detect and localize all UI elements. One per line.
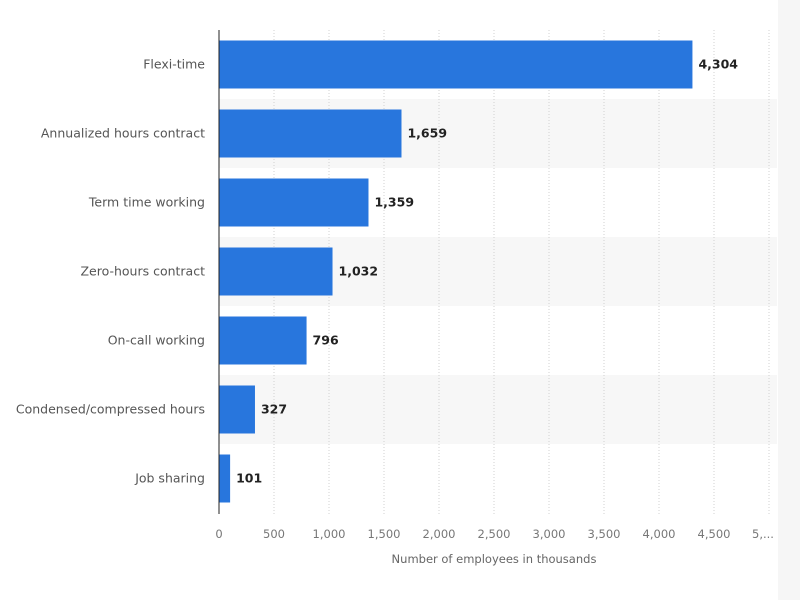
data-label: 1,659: [407, 126, 447, 141]
x-tick-label: 500: [263, 527, 285, 541]
bar[interactable]: [219, 109, 402, 158]
x-tick-label: 2,000: [423, 527, 456, 541]
category-label: Flexi-time: [143, 57, 205, 72]
x-tick-label: 1,000: [313, 527, 346, 541]
category-label: On-call working: [108, 333, 205, 348]
right-edge-shade: [778, 0, 800, 600]
x-tick-label: 5,...: [752, 527, 774, 541]
category-label: Term time working: [88, 195, 205, 210]
category-label: Condensed/compressed hours: [16, 402, 205, 417]
bar[interactable]: [219, 178, 369, 227]
bar[interactable]: [219, 316, 307, 365]
row-band: [219, 375, 777, 444]
x-tick-label: 3,500: [588, 527, 621, 541]
category-label: Zero-hours contract: [80, 264, 205, 279]
data-label: 327: [261, 402, 287, 417]
x-tick-label: 0: [215, 527, 222, 541]
x-tick-label: 4,000: [643, 527, 676, 541]
data-label: 4,304: [698, 57, 738, 72]
x-tick-label: 4,500: [698, 527, 731, 541]
x-tick-labels: 0 500 1,000 1,500 2,000 2,500 3,000 3,500 4,000 4…: [215, 527, 774, 541]
data-label: 1,359: [374, 195, 414, 210]
bar[interactable]: [219, 40, 693, 89]
bar[interactable]: [219, 247, 333, 296]
x-axis-label: Number of employees in thousands: [392, 552, 597, 566]
data-label: 1,032: [339, 264, 379, 279]
bar[interactable]: [219, 454, 231, 503]
bars: Flexi-time 4,304 Annualized hours contract…: [16, 40, 738, 503]
data-label: 101: [236, 471, 262, 486]
bar[interactable]: [219, 385, 255, 434]
x-tick-label: 3,000: [533, 527, 566, 541]
category-label: Annualized hours contract: [41, 126, 205, 141]
category-label: Job sharing: [134, 471, 205, 486]
x-tick-label: 2,500: [478, 527, 511, 541]
x-tick-label: 1,500: [368, 527, 401, 541]
data-label: 796: [313, 333, 339, 348]
